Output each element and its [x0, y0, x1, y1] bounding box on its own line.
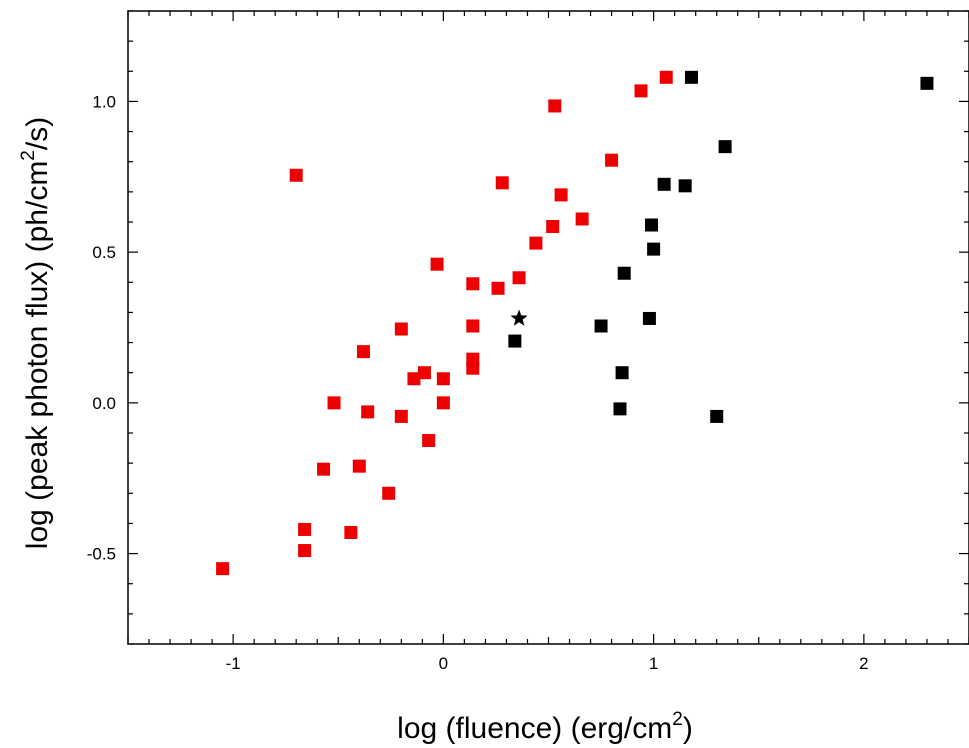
y-tick-label: 0.5 [92, 243, 116, 262]
square-marker [290, 169, 303, 182]
square-marker [298, 523, 311, 536]
square-marker [361, 405, 374, 418]
square-marker [437, 372, 450, 385]
square-marker [576, 212, 589, 225]
square-marker [382, 487, 395, 500]
x-tick-label: 0 [439, 654, 448, 673]
square-marker [660, 71, 673, 84]
square-marker [647, 243, 660, 256]
square-marker [496, 176, 509, 189]
square-marker [710, 410, 723, 423]
square-marker [298, 544, 311, 557]
square-marker [357, 345, 370, 358]
square-marker [679, 179, 692, 192]
square-marker [595, 319, 608, 332]
square-marker [548, 99, 561, 112]
square-marker [616, 366, 629, 379]
x-tick-label: 2 [859, 654, 868, 673]
y-tick-label: 0.0 [92, 394, 116, 413]
square-marker [344, 526, 357, 539]
square-marker [555, 188, 568, 201]
star-marker [511, 309, 528, 325]
square-marker [605, 154, 618, 167]
square-marker [719, 140, 732, 153]
x-tick-label: -1 [226, 654, 241, 673]
square-marker [422, 434, 435, 447]
x-tick-label: 1 [649, 654, 658, 673]
square-marker [645, 219, 658, 232]
data-markers [216, 71, 933, 575]
square-marker [643, 312, 656, 325]
square-marker [418, 366, 431, 379]
square-marker [466, 319, 479, 332]
y-axis-title-superscript: 2 [18, 150, 39, 161]
square-marker [920, 77, 933, 90]
square-marker [613, 402, 626, 415]
square-marker [529, 237, 542, 250]
y-axis-title-text: log (peak photon flux) (ph/cm [21, 161, 54, 550]
square-marker [546, 220, 559, 233]
square-marker [635, 84, 648, 97]
square-marker [685, 71, 698, 84]
square-marker [508, 335, 521, 348]
x-axis-title-text: log (fluence) (erg/cm [397, 712, 672, 745]
square-marker [328, 396, 341, 409]
square-marker [431, 258, 444, 271]
y-tick-label: -0.5 [87, 545, 116, 564]
square-marker [513, 271, 526, 284]
square-marker [216, 562, 229, 575]
square-marker [395, 323, 408, 336]
tick-labels: -1 0 1 2 -0.5 0.0 0.5 1.0 [87, 92, 869, 673]
square-marker [658, 178, 671, 191]
square-marker [317, 463, 330, 476]
x-axis-title: log (fluence) (erg/cm2) [397, 709, 693, 745]
square-marker [492, 282, 505, 295]
square-marker [466, 277, 479, 290]
square-marker [395, 410, 408, 423]
x-axis-title-closing: ) [683, 712, 693, 745]
x-axis-title-superscript: 2 [672, 709, 683, 730]
y-tick-label: 1.0 [92, 92, 116, 111]
square-marker [618, 267, 631, 280]
square-marker [466, 362, 479, 375]
y-axis-title: log (peak photon flux) (ph/cm2/s) [18, 117, 54, 549]
square-marker [437, 396, 450, 409]
square-marker [353, 460, 366, 473]
y-axis-title-closing: /s) [21, 117, 54, 150]
